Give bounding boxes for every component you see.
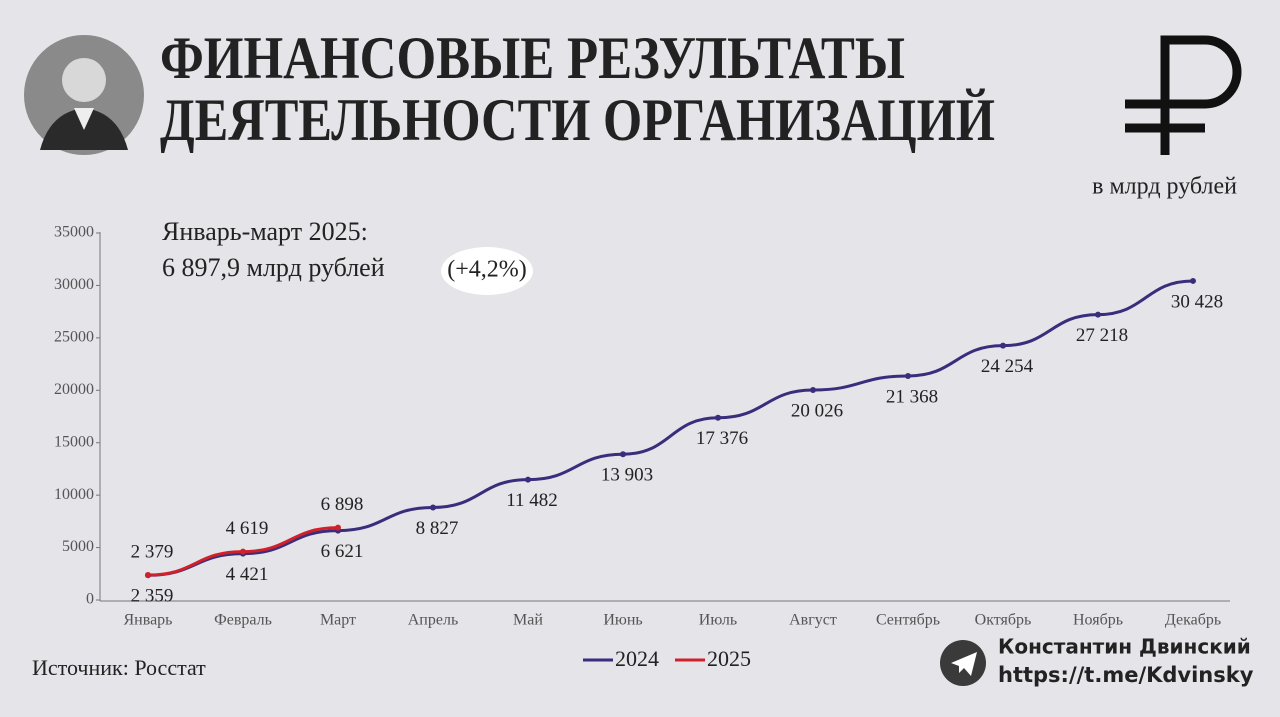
data-label: 30 428 [1171, 291, 1223, 312]
telegram-icon [940, 640, 986, 686]
point [240, 548, 246, 555]
data-label: 6 898 [321, 494, 364, 515]
highlight [441, 247, 533, 295]
y-tick-label: 5000 [62, 538, 94, 555]
chart-title: ДЕЯТЕЛЬНОСТИ ОРГАНИЗАЦИЙ [160, 87, 995, 153]
y-tick-label: 0 [86, 591, 94, 608]
data-label: 13 903 [601, 465, 653, 486]
portrait [24, 35, 144, 155]
data-label: 24 254 [981, 356, 1034, 377]
annotation: (+4,2%) [447, 257, 527, 283]
x-tick-label: Март [320, 612, 356, 629]
data-label: 2 359 [131, 586, 174, 607]
annotation: Январь-март 2025: [162, 217, 368, 246]
legend-label: 2025 [707, 646, 751, 671]
data-label: 4 421 [226, 564, 269, 585]
x-tick-label: Июль [699, 612, 737, 629]
point [1190, 277, 1196, 284]
link: https://t.me/Kdvinsky [998, 663, 1254, 687]
data-label: 6 621 [321, 541, 364, 562]
y-tick-label: 30000 [54, 276, 94, 293]
x-tick-label: Ноябрь [1073, 612, 1123, 629]
source: Источник: Росстат [32, 655, 206, 680]
annotation: 6 897,9 млрд рублей [162, 253, 385, 282]
data-label: 17 376 [696, 428, 748, 449]
x-tick-label: Февраль [214, 612, 272, 629]
point [905, 372, 911, 379]
chart-title: ФИНАНСОВЫЕ РЕЗУЛЬТАТЫ [160, 25, 905, 91]
y-tick-label: 25000 [54, 329, 94, 346]
x-tick-label: Январь [124, 612, 173, 629]
author: Константин Двинский [998, 635, 1251, 659]
point [335, 524, 341, 531]
point [145, 572, 151, 579]
point [620, 451, 626, 458]
unit-label: в млрд рублей [1092, 174, 1237, 200]
x-tick-label: Сентябрь [876, 612, 940, 629]
point [715, 414, 721, 421]
point [810, 387, 816, 394]
data-label: 21 368 [886, 386, 938, 407]
y-tick-label: 35000 [54, 224, 94, 241]
y-tick-label: 15000 [54, 433, 94, 450]
point [1095, 311, 1101, 318]
ruble-icon [1125, 35, 1242, 155]
y-tick-label: 10000 [54, 486, 94, 503]
x-tick-label: Апрель [408, 612, 459, 629]
data-label: 2 379 [131, 541, 174, 562]
data-label: 11 482 [506, 490, 558, 511]
legend-label: 2024 [615, 646, 659, 671]
y-tick-label: 20000 [54, 381, 94, 398]
data-label: 27 218 [1076, 325, 1128, 346]
x-tick-label: Декабрь [1165, 612, 1221, 629]
data-label: 4 619 [226, 518, 269, 539]
data-label: 8 827 [416, 518, 459, 539]
point [525, 476, 531, 483]
point [430, 504, 436, 511]
x-tick-label: Август [789, 612, 837, 629]
x-tick-label: Май [513, 612, 543, 629]
x-tick-label: Июнь [603, 612, 642, 629]
point [1000, 342, 1006, 349]
data-label: 20 026 [791, 400, 843, 421]
x-tick-label: Октябрь [975, 612, 1032, 629]
